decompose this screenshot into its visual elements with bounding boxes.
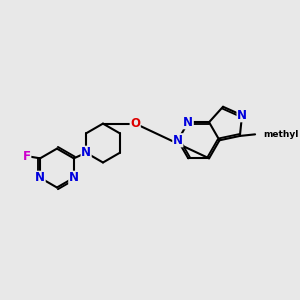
Text: methyl: methyl [263, 130, 298, 139]
Text: N: N [183, 116, 193, 129]
Text: N: N [69, 171, 79, 184]
Text: N: N [81, 146, 91, 159]
Text: N: N [237, 109, 247, 122]
Text: N: N [173, 134, 183, 147]
Text: F: F [23, 150, 31, 163]
Text: N: N [35, 171, 45, 184]
Text: O: O [130, 117, 140, 130]
